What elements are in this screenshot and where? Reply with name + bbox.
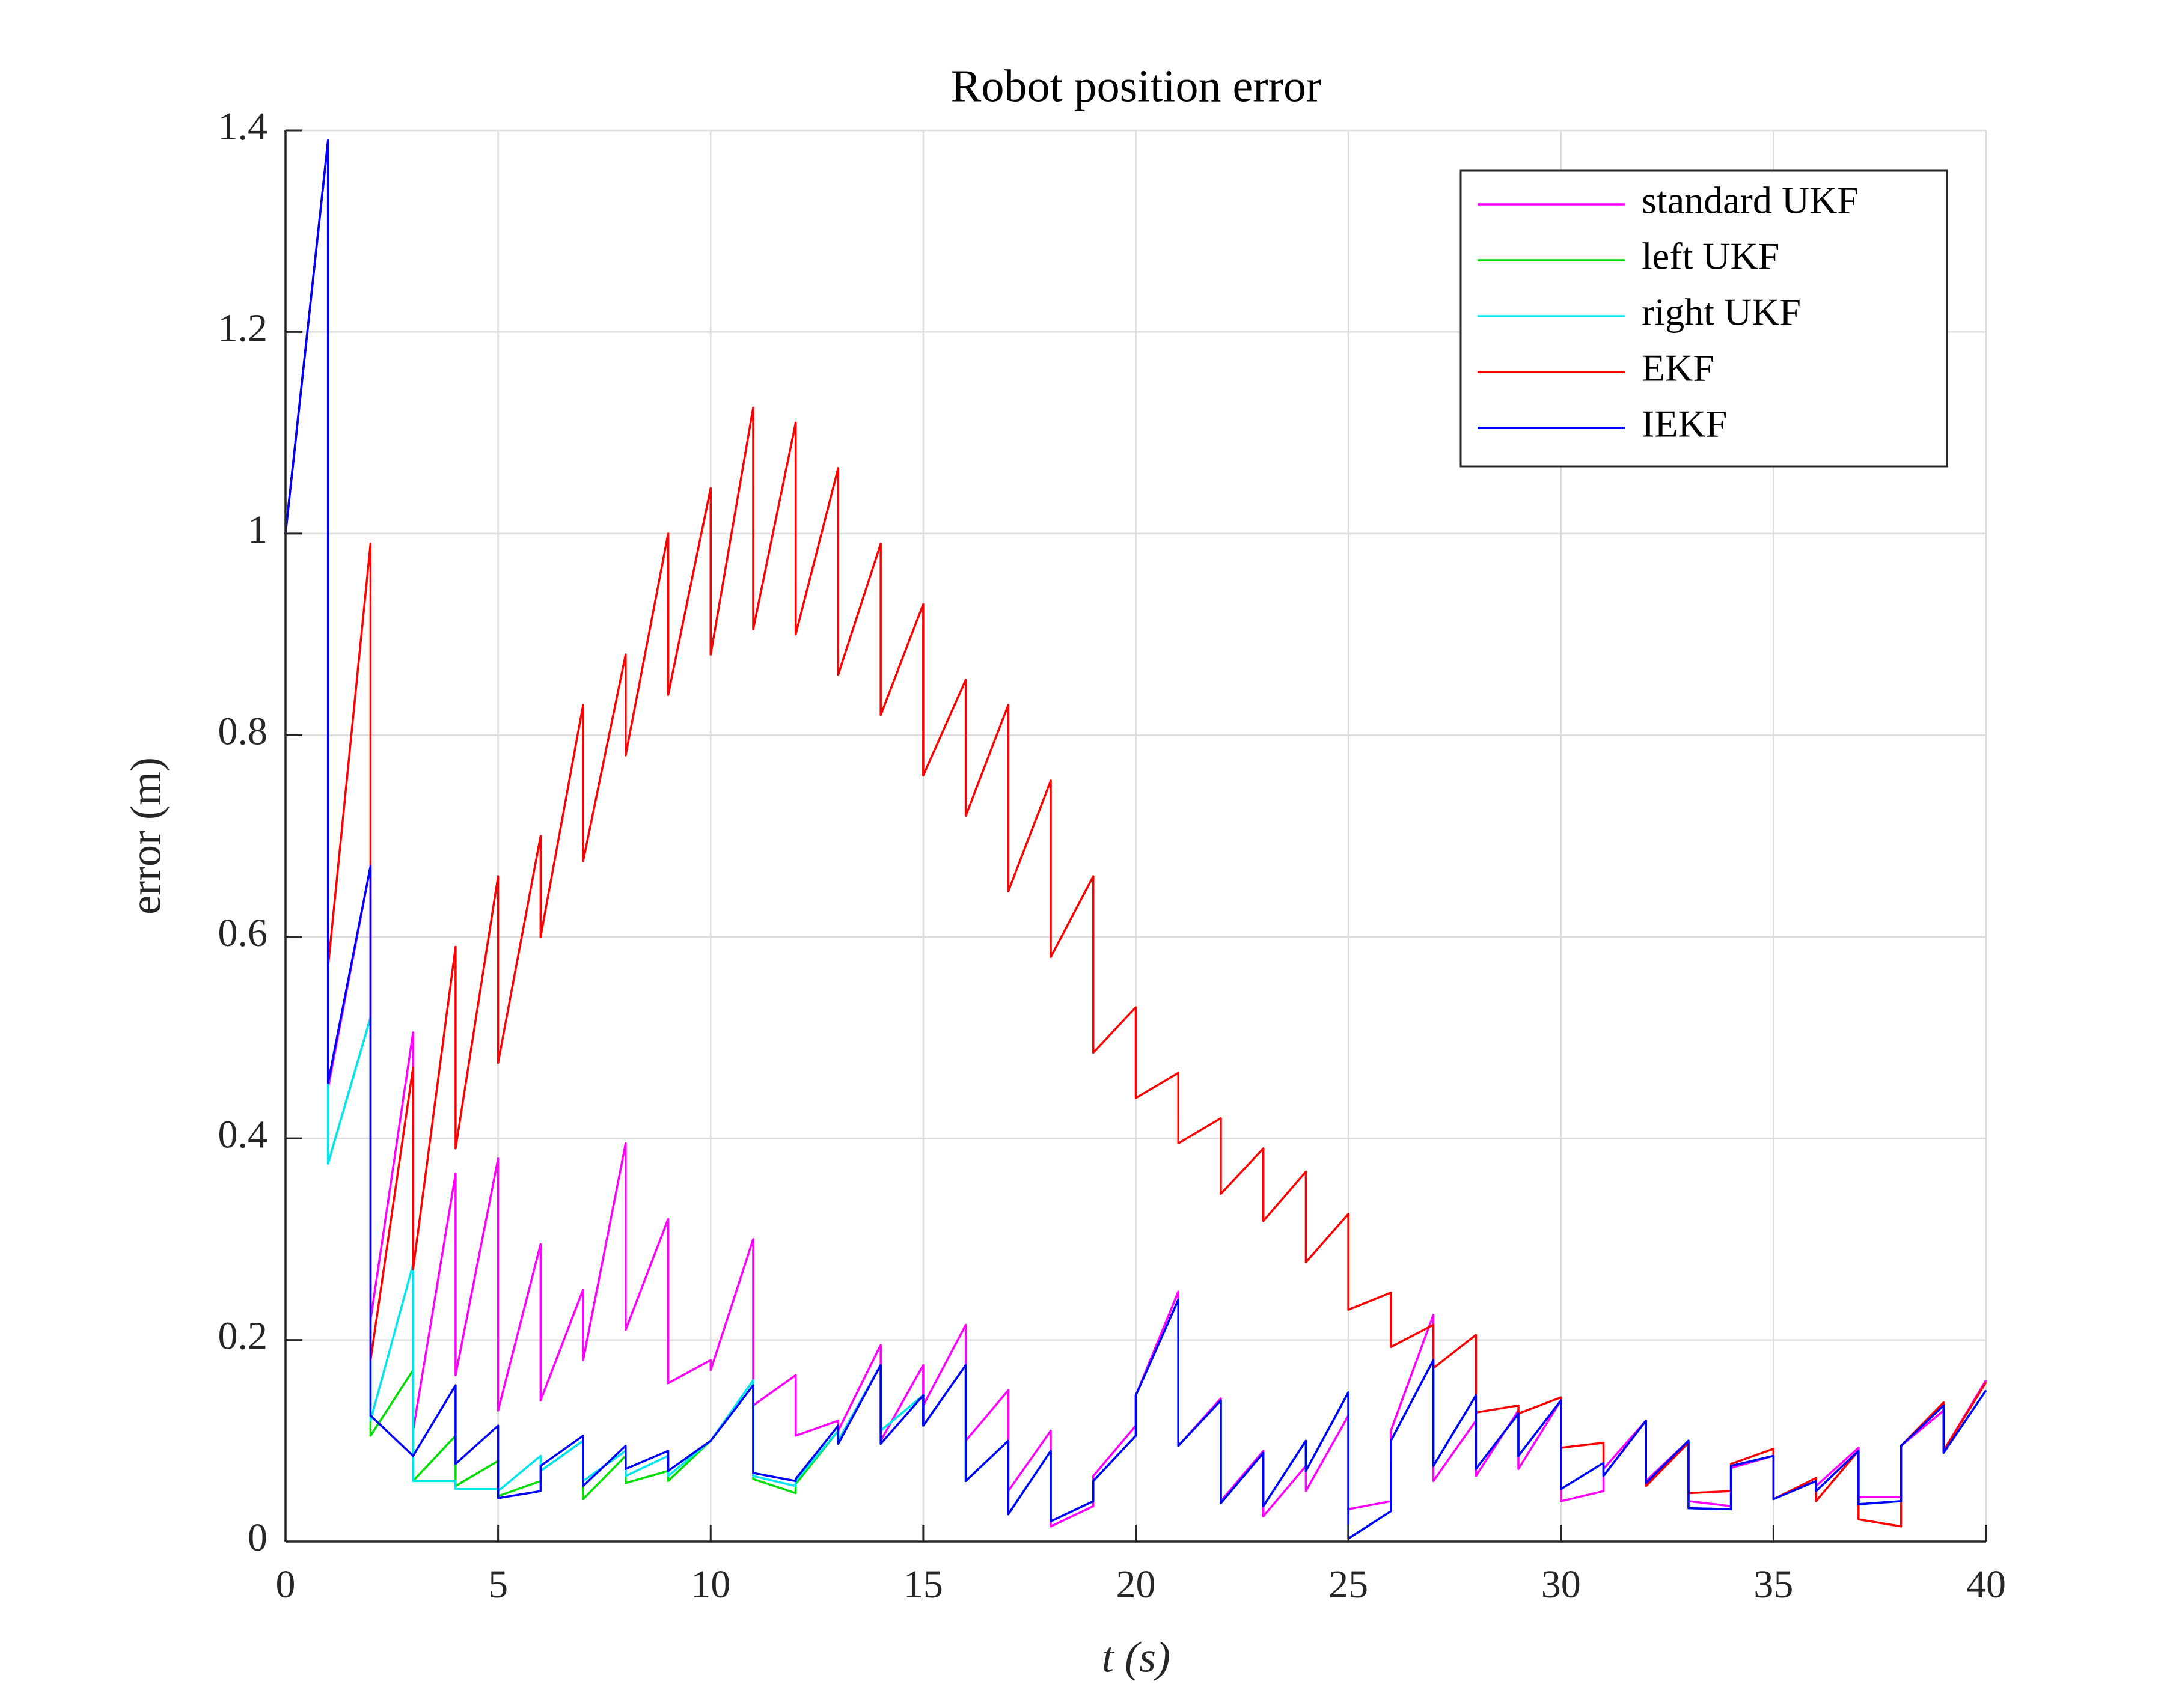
legend-label: left UKF xyxy=(1642,235,1779,278)
y-tick-label: 0.2 xyxy=(218,1314,268,1358)
y-tick-label: 1.4 xyxy=(218,105,268,148)
y-tick-label: 0 xyxy=(248,1516,267,1560)
x-tick-label: 35 xyxy=(1753,1563,1793,1606)
legend-label: EKF xyxy=(1642,347,1714,389)
x-tick-label: 10 xyxy=(691,1563,730,1606)
x-axis-label: t (s) xyxy=(1102,1633,1170,1682)
chart-title: Robot position error xyxy=(951,61,1321,111)
y-tick-label: 1 xyxy=(248,508,267,552)
x-tick-label: 25 xyxy=(1328,1563,1368,1606)
legend-label: IEKF xyxy=(1642,403,1727,445)
legend-label: standard UKF xyxy=(1642,179,1859,222)
legend-box xyxy=(1459,169,1948,468)
x-tick-label: 40 xyxy=(1966,1563,2006,1606)
x-tick-label: 5 xyxy=(488,1563,508,1606)
x-tick-label: 15 xyxy=(903,1563,943,1606)
plot-lines xyxy=(284,139,1987,1540)
y-tick-label: 0.6 xyxy=(218,911,268,955)
x-tick-label: 0 xyxy=(276,1563,296,1606)
x-tick-label: 20 xyxy=(1116,1563,1156,1606)
y-tick-label: 0.4 xyxy=(218,1112,268,1156)
y-tick-label: 1.2 xyxy=(218,307,268,350)
axes: 0 5 10 15 20 25 30 35 40 0 0.2 0.4 0.6 0.8 1 1.2 1.4 xyxy=(218,105,2007,1606)
legend: standard UKF left UKF right UKF EKF IEKF xyxy=(1459,169,1948,468)
y-tick-label: 0.8 xyxy=(218,709,268,753)
series-line xyxy=(284,139,1987,1540)
x-tick-label: 30 xyxy=(1541,1563,1581,1606)
legend-label: right UKF xyxy=(1642,291,1801,334)
y-axis-label: error (m) xyxy=(122,757,170,915)
